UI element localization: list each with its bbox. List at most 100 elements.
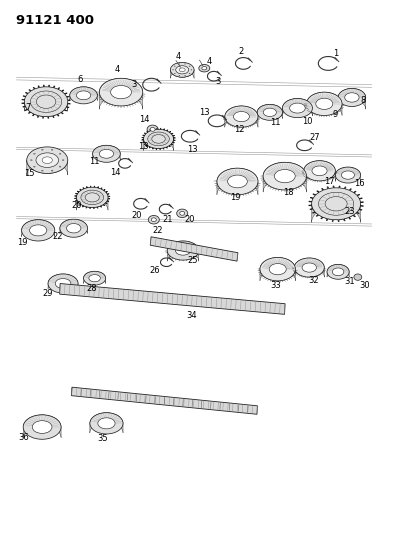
Polygon shape (70, 87, 97, 101)
Ellipse shape (289, 103, 305, 113)
Text: 27: 27 (309, 133, 320, 142)
Text: 3: 3 (215, 77, 221, 86)
Polygon shape (170, 70, 194, 78)
Text: 13: 13 (187, 145, 197, 154)
Polygon shape (263, 163, 307, 192)
Text: 31: 31 (344, 277, 354, 286)
Polygon shape (307, 92, 342, 116)
Ellipse shape (22, 220, 55, 241)
Polygon shape (60, 284, 285, 314)
Polygon shape (99, 78, 143, 109)
Polygon shape (22, 85, 70, 118)
Polygon shape (23, 415, 61, 438)
Text: 4: 4 (206, 58, 212, 66)
Text: 23: 23 (345, 207, 355, 216)
Polygon shape (338, 88, 366, 109)
Ellipse shape (345, 93, 359, 102)
Text: 18: 18 (283, 188, 293, 197)
Ellipse shape (189, 73, 190, 74)
Polygon shape (257, 104, 282, 119)
Ellipse shape (327, 264, 349, 279)
Text: 26: 26 (149, 266, 160, 274)
Polygon shape (48, 274, 78, 289)
Ellipse shape (263, 108, 276, 117)
Text: 17: 17 (324, 177, 335, 186)
Text: 8: 8 (360, 95, 366, 104)
Text: 33: 33 (270, 280, 281, 289)
Ellipse shape (148, 215, 159, 224)
Polygon shape (22, 220, 55, 237)
Ellipse shape (51, 170, 53, 171)
Ellipse shape (48, 274, 78, 293)
Polygon shape (60, 219, 88, 233)
Ellipse shape (202, 67, 207, 70)
Text: 13: 13 (199, 108, 209, 117)
Ellipse shape (179, 75, 180, 76)
Ellipse shape (90, 413, 123, 434)
Polygon shape (335, 167, 361, 181)
Polygon shape (72, 387, 257, 414)
Ellipse shape (150, 127, 155, 131)
Polygon shape (327, 264, 349, 277)
Ellipse shape (179, 68, 185, 71)
Polygon shape (304, 161, 335, 180)
Ellipse shape (89, 274, 100, 282)
Ellipse shape (42, 157, 52, 164)
Text: 34: 34 (187, 311, 197, 320)
Text: 20: 20 (184, 215, 194, 224)
Text: 16: 16 (354, 179, 365, 188)
Ellipse shape (55, 279, 71, 288)
Ellipse shape (30, 225, 47, 236)
Ellipse shape (341, 171, 354, 179)
Ellipse shape (36, 153, 59, 167)
Ellipse shape (332, 268, 344, 276)
Text: 1: 1 (333, 50, 339, 58)
Text: 25: 25 (188, 256, 198, 264)
Ellipse shape (180, 212, 185, 215)
Ellipse shape (76, 91, 91, 100)
Polygon shape (76, 197, 108, 210)
Text: 30: 30 (360, 280, 370, 289)
Ellipse shape (167, 241, 199, 260)
Polygon shape (217, 168, 258, 195)
Ellipse shape (99, 78, 143, 106)
Ellipse shape (59, 153, 61, 154)
Text: 19: 19 (17, 238, 28, 247)
Text: 7: 7 (26, 102, 31, 111)
Text: 14: 14 (139, 115, 150, 124)
Ellipse shape (67, 223, 81, 233)
Ellipse shape (151, 218, 156, 222)
Text: 35: 35 (97, 434, 108, 443)
Text: 19: 19 (230, 193, 241, 202)
Ellipse shape (217, 168, 258, 195)
Polygon shape (150, 237, 238, 261)
Ellipse shape (174, 66, 175, 67)
Ellipse shape (60, 219, 88, 237)
Ellipse shape (42, 170, 43, 171)
Ellipse shape (147, 125, 158, 134)
Ellipse shape (316, 98, 333, 109)
Text: 2: 2 (239, 47, 244, 56)
Ellipse shape (189, 66, 190, 67)
Ellipse shape (176, 66, 189, 74)
Text: 22: 22 (53, 232, 63, 241)
Polygon shape (25, 96, 68, 117)
Ellipse shape (338, 88, 366, 107)
Ellipse shape (32, 421, 52, 433)
Ellipse shape (27, 147, 68, 173)
Text: 22: 22 (152, 226, 163, 235)
Polygon shape (282, 99, 312, 116)
Polygon shape (309, 186, 364, 222)
Text: 36: 36 (18, 433, 29, 442)
Text: 29: 29 (42, 288, 53, 297)
Ellipse shape (335, 167, 361, 183)
Ellipse shape (93, 146, 120, 163)
Text: 28: 28 (86, 284, 97, 293)
Polygon shape (143, 139, 173, 151)
Polygon shape (84, 271, 106, 284)
Ellipse shape (34, 153, 35, 154)
Text: 15: 15 (24, 169, 35, 178)
Ellipse shape (307, 92, 342, 116)
Text: 91121 400: 91121 400 (17, 14, 95, 27)
Ellipse shape (282, 99, 312, 118)
